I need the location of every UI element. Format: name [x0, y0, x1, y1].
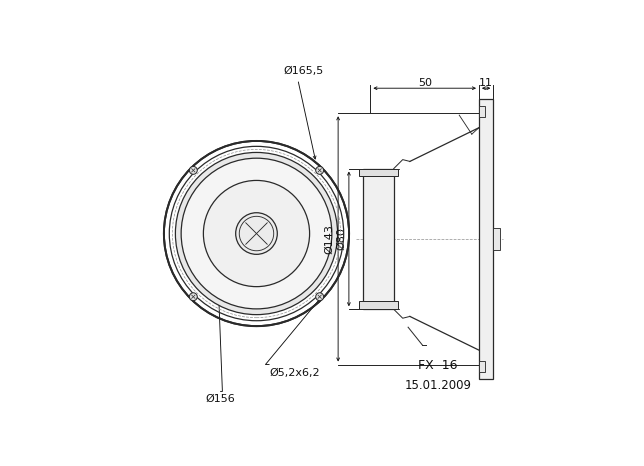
Text: Ø5,2x6,2: Ø5,2x6,2 [269, 368, 319, 378]
Bar [479, 361, 486, 372]
Bar [361, 113, 495, 364]
Circle shape [189, 166, 197, 174]
Circle shape [316, 293, 324, 301]
Text: Ø80: Ø80 [336, 227, 346, 250]
Text: Ø156: Ø156 [205, 394, 236, 404]
Circle shape [236, 212, 278, 254]
Text: 50: 50 [418, 78, 431, 88]
Bar [493, 228, 500, 250]
Text: FX  16: FX 16 [418, 359, 457, 372]
Circle shape [204, 180, 310, 287]
Circle shape [181, 158, 332, 309]
Bar [479, 106, 486, 117]
Bar [359, 169, 398, 177]
Text: Ø165,5: Ø165,5 [283, 66, 324, 75]
Bar [479, 99, 493, 379]
Text: Ø143: Ø143 [324, 224, 334, 254]
Bar [359, 302, 398, 309]
Text: 15.01.2009: 15.01.2009 [404, 379, 471, 392]
Circle shape [316, 166, 324, 174]
Circle shape [189, 293, 197, 301]
Circle shape [164, 141, 349, 326]
Circle shape [175, 152, 337, 315]
Bar [363, 169, 393, 309]
Text: 11: 11 [479, 78, 493, 88]
